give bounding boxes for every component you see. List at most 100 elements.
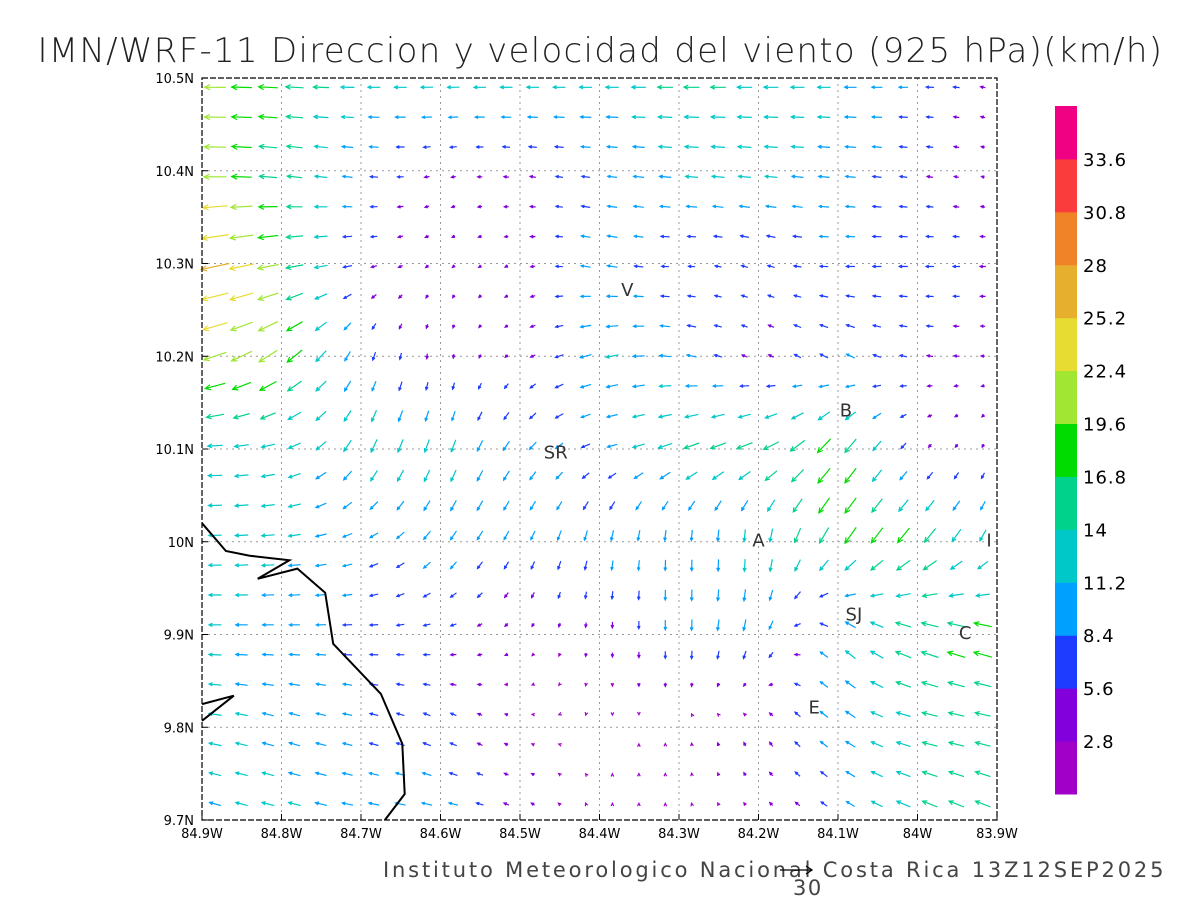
wind-arrow xyxy=(921,740,938,747)
wind-arrow xyxy=(450,439,457,453)
wind-arrow xyxy=(871,234,882,239)
wind-arrow xyxy=(743,741,747,747)
wind-arrow xyxy=(230,113,252,121)
wind-arrow xyxy=(368,742,379,747)
wind-arrow xyxy=(371,380,377,392)
y-tick-label: 10.2N xyxy=(155,350,194,365)
wind-arrow xyxy=(817,174,830,179)
wind-arrow xyxy=(285,204,303,210)
wind-arrow xyxy=(259,412,276,420)
wind-arrow xyxy=(529,324,536,328)
wind-arrow xyxy=(974,770,991,778)
wind-arrow xyxy=(793,652,801,657)
y-tick-label: 10.4N xyxy=(155,165,194,180)
city-label: C xyxy=(959,623,972,644)
wind-arrow xyxy=(502,440,510,452)
wind-arrow xyxy=(740,354,748,358)
wind-arrow xyxy=(340,144,354,149)
wind-arrow xyxy=(551,85,566,90)
wind-arrow xyxy=(287,771,301,777)
wind-arrow xyxy=(422,623,431,627)
wind-arrow xyxy=(287,801,301,807)
wind-arrow xyxy=(817,144,831,149)
wind-arrow xyxy=(368,771,379,776)
wind-arrow xyxy=(287,503,301,509)
wind-arrow xyxy=(709,84,726,90)
wind-arrow xyxy=(422,652,431,657)
wind-arrow xyxy=(663,802,668,807)
wind-arrow xyxy=(635,501,643,511)
wind-arrow xyxy=(688,500,696,511)
colorbar-swatch xyxy=(1055,423,1077,477)
wind-arrow xyxy=(529,294,536,299)
wind-arrow xyxy=(742,529,747,543)
wind-arrow xyxy=(632,174,645,179)
wind-arrow xyxy=(340,114,354,120)
wind-arrow xyxy=(790,174,804,179)
wind-arrow xyxy=(791,234,803,239)
wind-arrow xyxy=(530,743,535,747)
wind-arrow xyxy=(232,413,250,420)
wind-arrow xyxy=(553,145,564,149)
wind-arrow xyxy=(927,443,932,449)
wind-arrow xyxy=(844,144,856,149)
wind-arrow xyxy=(504,354,509,359)
wind-arrow xyxy=(818,527,830,545)
wind-arrow xyxy=(450,469,457,483)
wind-arrow xyxy=(606,174,618,179)
wind-arrow xyxy=(816,438,832,454)
wind-arrow xyxy=(313,174,328,179)
wind-arrow xyxy=(314,502,327,509)
wind-arrow xyxy=(872,353,882,358)
wind-arrow xyxy=(921,770,938,778)
wind-arrow xyxy=(631,413,645,419)
y-tick-label: 10.3N xyxy=(155,258,194,273)
wind-arrow xyxy=(818,384,830,389)
wind-arrow xyxy=(366,85,381,90)
wind-arrow xyxy=(503,264,509,268)
wind-arrow xyxy=(952,500,961,512)
wind-arrow xyxy=(398,323,403,330)
wind-arrow xyxy=(925,234,934,239)
wind-arrow xyxy=(343,380,352,393)
wind-arrow xyxy=(449,561,457,570)
wind-arrow xyxy=(657,442,673,450)
colorbar-swatch xyxy=(1055,688,1077,742)
wind-arrow xyxy=(285,292,304,301)
wind-arrow xyxy=(449,530,457,541)
wind-arrow xyxy=(766,294,775,298)
wind-arrow xyxy=(920,650,939,659)
wind-arrow xyxy=(579,324,592,329)
wind-arrow xyxy=(230,83,252,91)
wind-arrow xyxy=(422,145,431,149)
wind-arrow xyxy=(763,174,778,179)
wind-arrow xyxy=(314,801,328,806)
x-tick-label: 84.5W xyxy=(499,827,541,842)
wind-arrow xyxy=(476,440,484,453)
colorbar-label: 16.8 xyxy=(1083,467,1127,488)
wind-arrow xyxy=(287,411,302,421)
wind-arrow xyxy=(285,321,303,332)
wind-arrow xyxy=(584,682,588,688)
wind-arrow xyxy=(845,264,855,269)
wind-arrow xyxy=(920,680,939,688)
wind-arrow xyxy=(952,85,960,90)
wind-arrow xyxy=(449,623,457,627)
wind-arrow xyxy=(844,621,856,629)
wind-arrow xyxy=(711,204,724,209)
colorbar-label: 2.8 xyxy=(1083,732,1115,753)
wind-arrow xyxy=(980,501,986,511)
wind-arrow xyxy=(686,234,696,239)
wind-arrow xyxy=(260,533,275,538)
wind-arrow xyxy=(228,234,254,241)
wind-arrow xyxy=(314,623,327,627)
wind-arrow xyxy=(578,354,592,359)
wind-arrow xyxy=(341,712,353,716)
wind-arrow xyxy=(683,114,700,120)
wind-arrow xyxy=(449,592,457,599)
wind-arrow xyxy=(206,443,223,449)
wind-arrow xyxy=(925,145,934,149)
wind-arrow xyxy=(631,144,645,149)
wind-arrow xyxy=(768,620,774,631)
wind-arrow xyxy=(632,234,644,239)
